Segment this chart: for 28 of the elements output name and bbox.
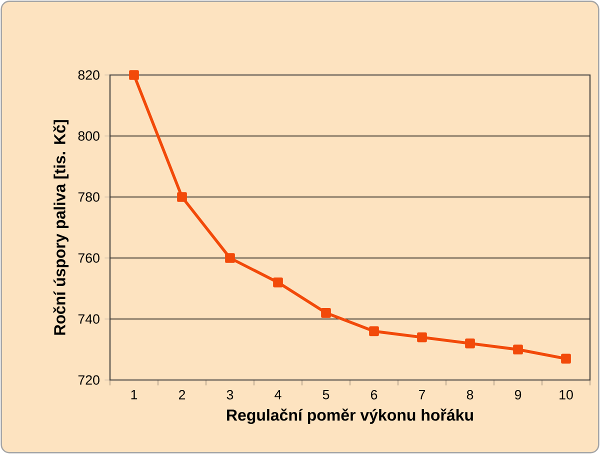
point — [129, 70, 139, 80]
y-tick-label: 740 — [78, 314, 100, 324]
y-tick-label: 820 — [78, 70, 100, 80]
x-tick-label: 8 — [466, 390, 474, 400]
point — [273, 277, 283, 288]
x-tick-label: 2 — [178, 390, 186, 400]
y-tick-label: 760 — [78, 253, 100, 263]
x-tick-label: 3 — [226, 390, 234, 400]
x-tick-label: 1 — [131, 390, 138, 400]
y-tick-label: 720 — [78, 375, 100, 385]
x-tick-label: 4 — [274, 390, 282, 400]
y-tick-label: 800 — [78, 131, 100, 141]
x-tick-label: 7 — [418, 390, 426, 400]
x-tick-label: 10 — [560, 390, 573, 400]
point — [465, 338, 475, 348]
x-tick-label: 6 — [370, 390, 378, 400]
point — [321, 308, 331, 318]
y-axis-title: Roční úspory paliva [tis. Kč] — [53, 120, 69, 335]
point — [225, 253, 235, 263]
point — [513, 344, 523, 354]
x-axis-title: Regulační poměr výkonu hořáku — [227, 408, 473, 424]
point — [561, 354, 571, 364]
x-tick-label: 9 — [514, 390, 522, 400]
y-tick-label: 780 — [78, 192, 100, 202]
x-tick-label: 5 — [322, 390, 330, 400]
point — [417, 332, 427, 342]
point — [369, 326, 379, 336]
point — [177, 192, 187, 202]
